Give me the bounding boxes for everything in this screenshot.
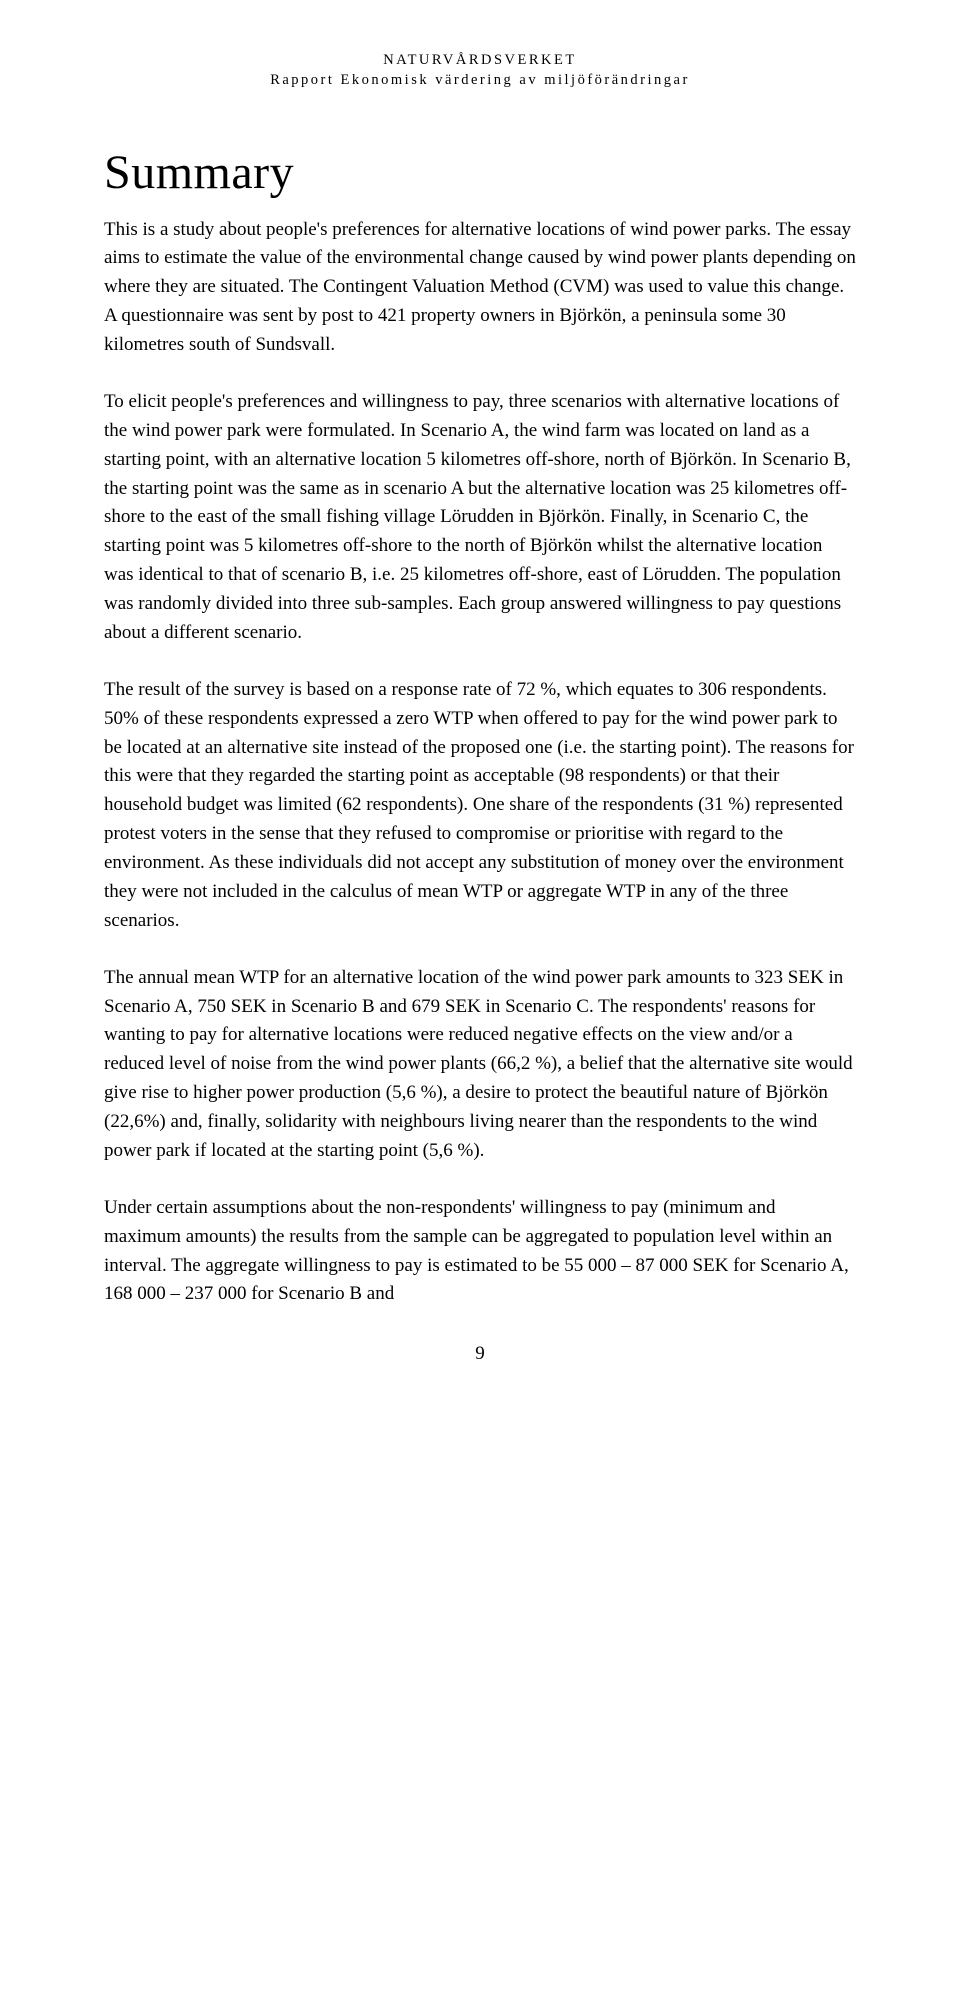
summary-paragraph-2: To elicit people's preferences and willi… xyxy=(104,388,856,648)
header-organization: NATURVÅRDSVERKET xyxy=(104,50,856,70)
summary-paragraph-4: The annual mean WTP for an alternative l… xyxy=(104,964,856,1166)
page-header: NATURVÅRDSVERKET Rapport Ekonomisk värde… xyxy=(104,50,856,91)
page-number: 9 xyxy=(104,1343,856,1365)
summary-paragraph-5: Under certain assumptions about the non-… xyxy=(104,1194,856,1310)
section-title: Summary xyxy=(104,145,856,200)
summary-paragraph-1: This is a study about people's preferenc… xyxy=(104,216,856,360)
header-report-title: Rapport Ekonomisk värdering av miljöförä… xyxy=(104,70,856,90)
summary-paragraph-3: The result of the survey is based on a r… xyxy=(104,676,856,936)
document-page: NATURVÅRDSVERKET Rapport Ekonomisk värde… xyxy=(0,0,960,1425)
